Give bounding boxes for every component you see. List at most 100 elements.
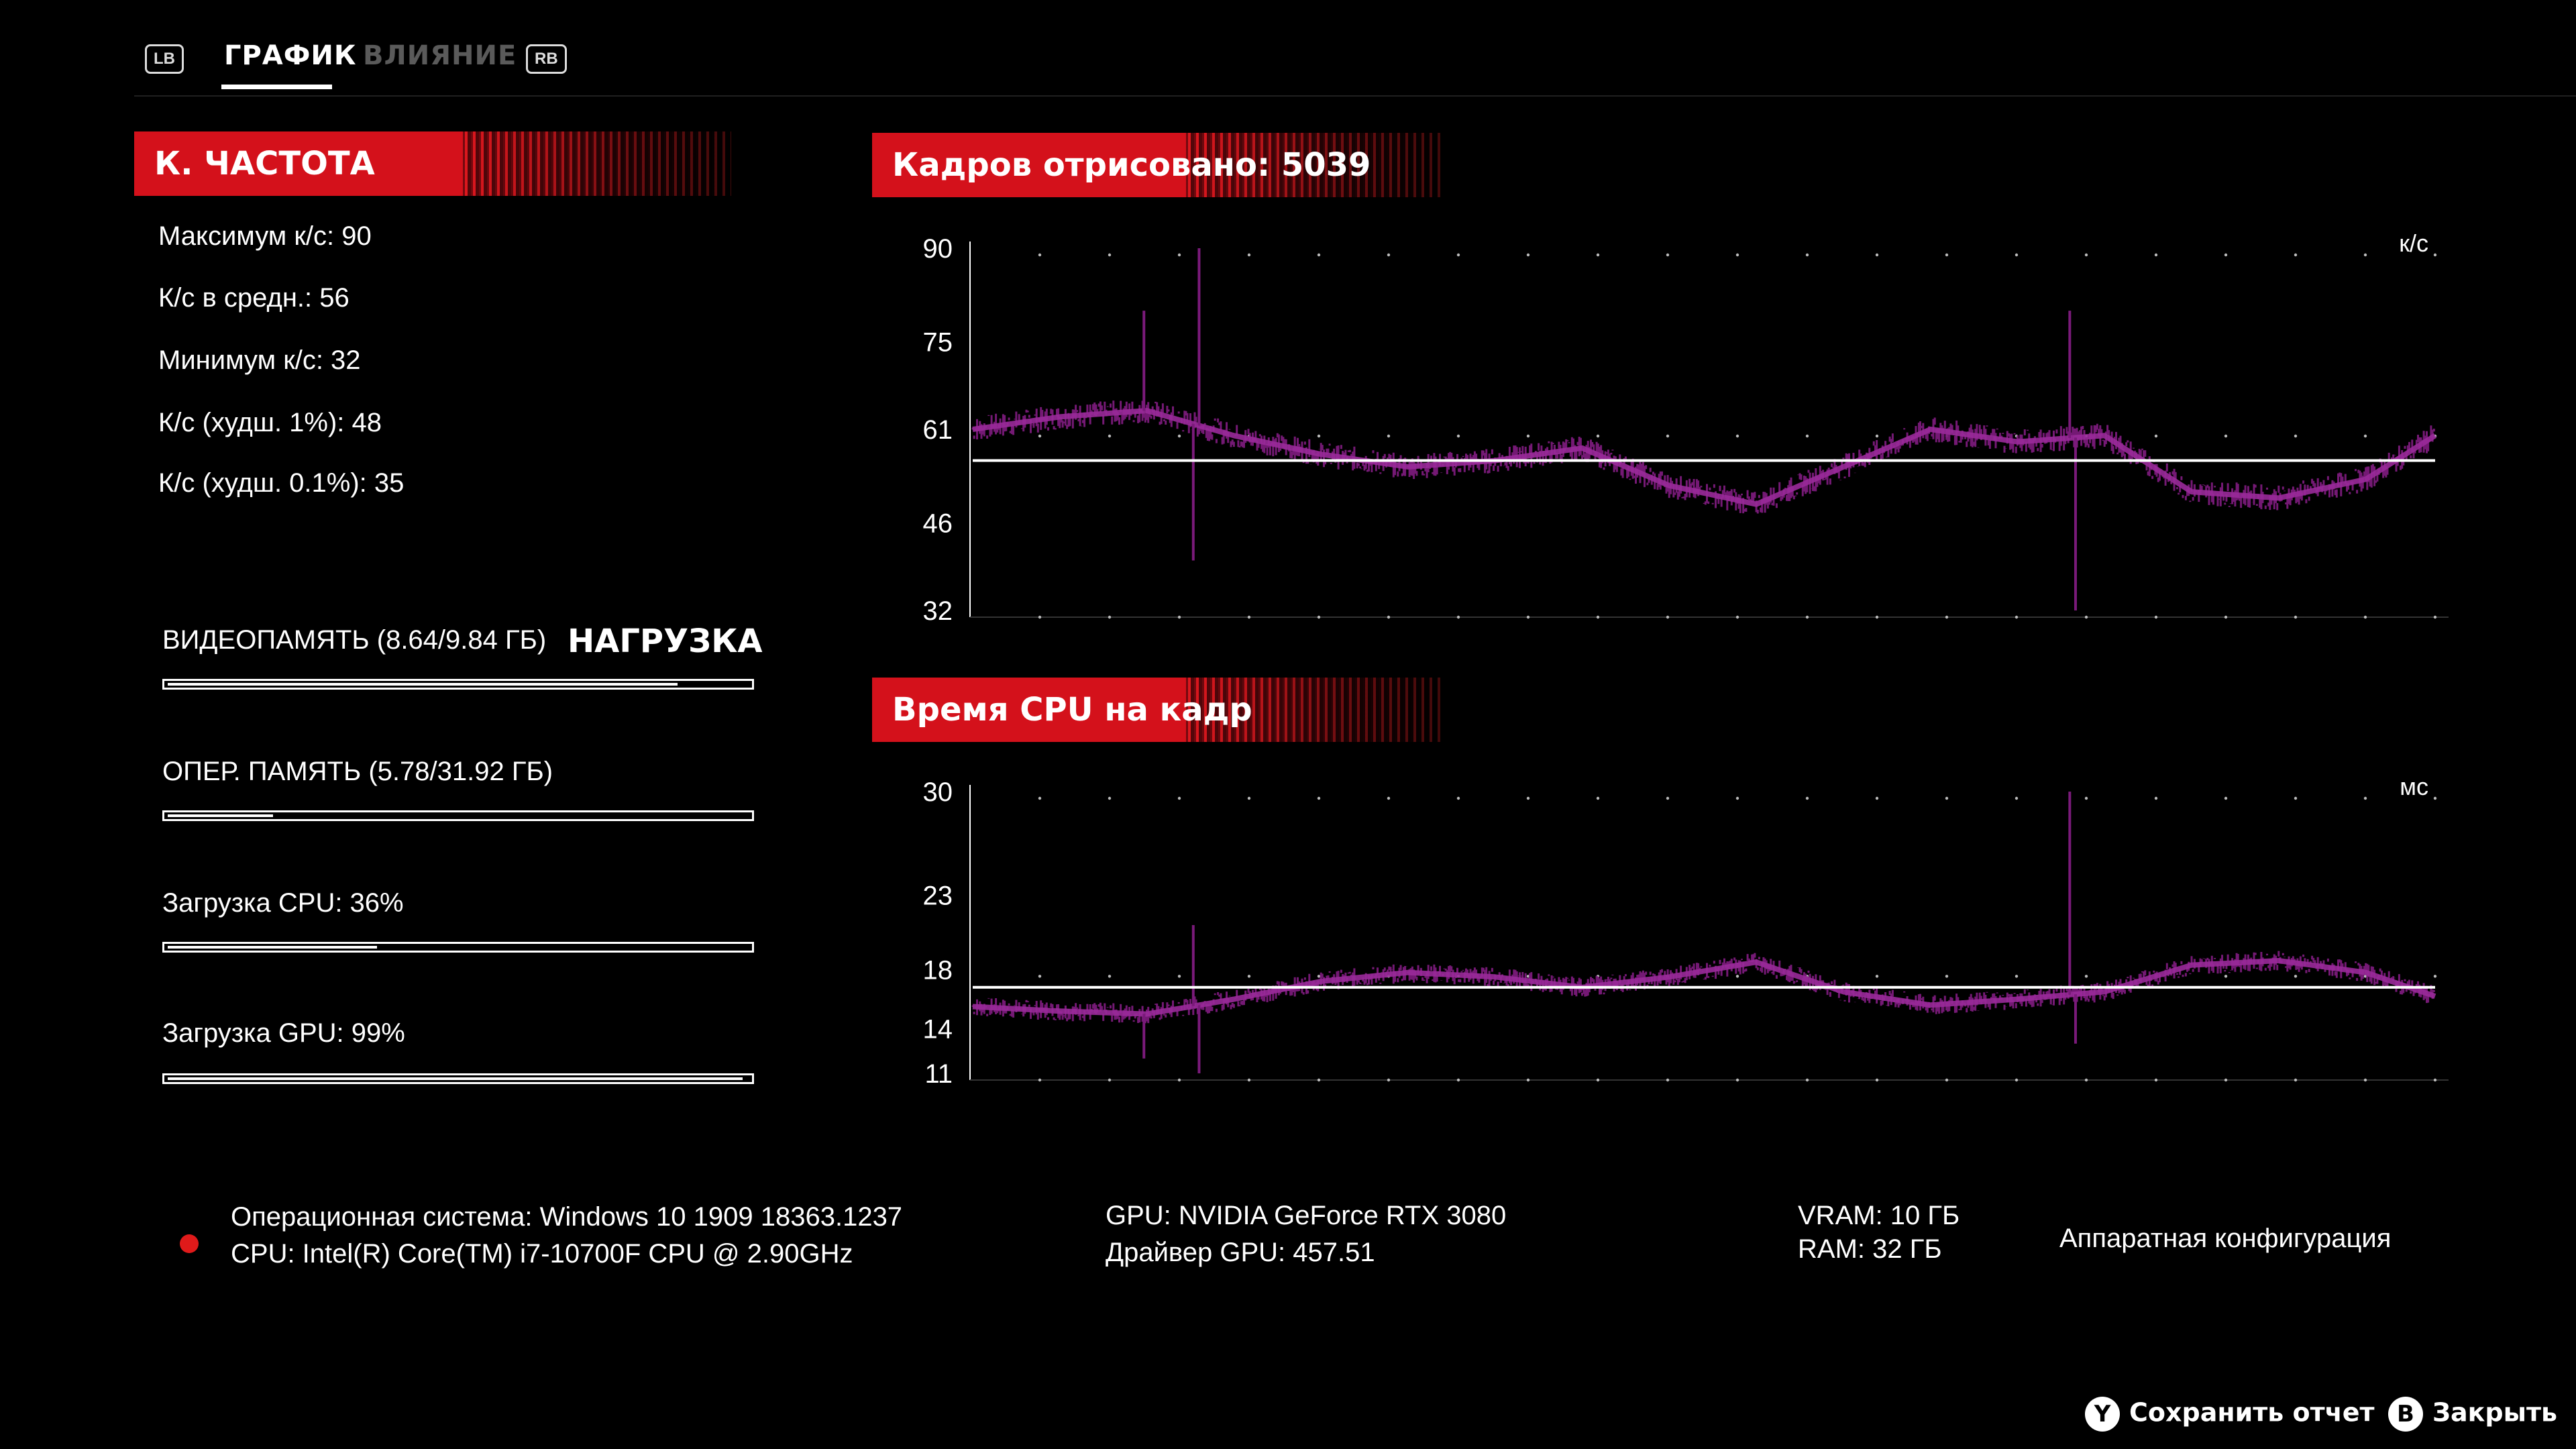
grid-dot (1666, 1078, 1670, 1082)
y-button-icon: Y (2085, 1397, 2120, 1432)
grid-dot (2294, 975, 2298, 978)
stat-max-fps: Максимум к/с: 90 (158, 221, 372, 251)
stat-avg-fps: К/с в средн.: 56 (158, 283, 350, 313)
grid-dot (1805, 434, 1809, 438)
cpu-load-label: Загрузка CPU: 36% (162, 888, 404, 918)
unit-label: к/с (2399, 229, 2428, 257)
grid-dot (2433, 615, 2437, 619)
grid-dot (1387, 1078, 1391, 1082)
grid-dot (1108, 253, 1112, 257)
grid-dot (1596, 796, 1600, 800)
load-title: НАГРУЗКА (568, 623, 763, 660)
vram-bar-fill (168, 683, 678, 686)
grid-dot (1108, 434, 1112, 438)
grid-dot (2154, 253, 2158, 257)
grid-dot (1945, 1078, 1949, 1082)
cpu-load-bar-fill (168, 946, 377, 949)
grid-dot (1875, 975, 1879, 978)
grid-dot (2015, 615, 2019, 619)
grid-dot (2363, 253, 2367, 257)
grid-dot (2294, 1078, 2298, 1082)
close-label: Закрыть (2432, 1397, 2558, 1428)
fps-chart-title: Кадров отрисовано: 5039 (892, 146, 1371, 184)
ram-bar (162, 810, 754, 821)
grid-dot (2084, 253, 2088, 257)
grid-dot (1456, 796, 1460, 800)
grid-dot (1666, 434, 1670, 438)
grid-dot (1945, 253, 1949, 257)
grid-dot (2363, 615, 2367, 619)
grid-dot (2084, 1078, 2088, 1082)
series-noise (971, 400, 2435, 514)
framerate-title: К. ЧАСТОТА (154, 145, 375, 182)
grid-dot (1317, 434, 1321, 438)
grid-dot (1108, 796, 1112, 800)
grid-dot (2294, 615, 2298, 619)
grid-dot (2294, 434, 2298, 438)
hardware-config-link[interactable]: Аппаратная конфигурация (2059, 1224, 2392, 1253)
grid-dot (2433, 796, 2437, 800)
grid-dot (2154, 796, 2158, 800)
cpu-time-chart: 30 23 18 14 11 мс (923, 773, 2449, 1089)
vram-label: ВИДЕОПАМЯТЬ (8.64/9.84 ГБ) (162, 625, 547, 655)
grid-dot (1177, 434, 1181, 438)
y-tick-label: 90 (923, 234, 953, 264)
grid-dot (1805, 1078, 1809, 1082)
cpu-info: CPU: Intel(R) Core(TM) i7-10700F CPU @ 2… (231, 1239, 853, 1269)
vram-info: VRAM: 10 ГБ (1798, 1201, 1960, 1230)
grid-dot (1596, 615, 1600, 619)
grid-dot (1456, 1078, 1460, 1082)
grid-dot (1596, 1078, 1600, 1082)
grid-dot (1387, 253, 1391, 257)
grid-dot (1875, 253, 1879, 257)
save-report-button[interactable]: Y Сохранить отчет (2085, 1397, 2375, 1432)
grid-dot (1247, 253, 1251, 257)
grid-dot (2224, 434, 2228, 438)
tab-graph[interactable]: ГРАФИК (224, 40, 357, 71)
cpu-time-chart-header: Время CPU на кадр (872, 678, 1442, 742)
grid-dot (1108, 615, 1112, 619)
grid-dot (1247, 796, 1251, 800)
close-button[interactable]: B Закрыть (2388, 1397, 2557, 1432)
grid-dot (1945, 975, 1949, 978)
grid-dot (1735, 1078, 1739, 1082)
fps-chart-header: Кадров отрисовано: 5039 (872, 133, 1442, 197)
grid-dot (1456, 434, 1460, 438)
grid-dot (1317, 615, 1321, 619)
grid-dot (2154, 615, 2158, 619)
cpu-time-chart-title: Время CPU на кадр (892, 691, 1252, 729)
grid-dot (1945, 615, 1949, 619)
y-tick-label: 14 (923, 1015, 953, 1044)
grid-dot (1177, 975, 1181, 978)
stat-min-fps: Минимум к/с: 32 (158, 345, 361, 375)
grid-dot (2015, 253, 2019, 257)
lb-bumper-button[interactable]: LB (145, 44, 184, 74)
grid-dot (2363, 1078, 2367, 1082)
grid-dot (1875, 434, 1879, 438)
os-info: Операционная система: Windows 10 1909 18… (231, 1202, 903, 1232)
grid-dot (2433, 253, 2437, 257)
vram-bar (162, 679, 754, 690)
grid-dot (1038, 975, 1042, 978)
grid-dot (1875, 615, 1879, 619)
grid-dot (2363, 434, 2367, 438)
grid-dot (1317, 975, 1321, 978)
grid-dot (1177, 796, 1181, 800)
framerate-header: К. ЧАСТОТА (134, 131, 731, 196)
ram-label: ОПЕР. ПАМЯТЬ (5.78/31.92 ГБ) (162, 757, 553, 786)
grid-dot (1387, 434, 1391, 438)
gpu-load-bar-fill (168, 1077, 743, 1080)
b-button-icon: B (2388, 1397, 2423, 1432)
save-report-label: Сохранить отчет (2129, 1397, 2375, 1428)
grid-dot (1526, 796, 1530, 800)
grid-dot (2433, 1078, 2437, 1082)
grid-dot (1526, 434, 1530, 438)
ram-bar-fill (168, 814, 273, 817)
y-tick-label: 61 (923, 415, 953, 445)
grid-dot (2224, 253, 2228, 257)
tab-impact[interactable]: ВЛИЯНИЕ (363, 40, 517, 71)
grid-dot (1177, 253, 1181, 257)
rb-bumper-button[interactable]: RB (526, 44, 567, 74)
grid-dot (1805, 615, 1809, 619)
grid-dot (1108, 975, 1112, 978)
